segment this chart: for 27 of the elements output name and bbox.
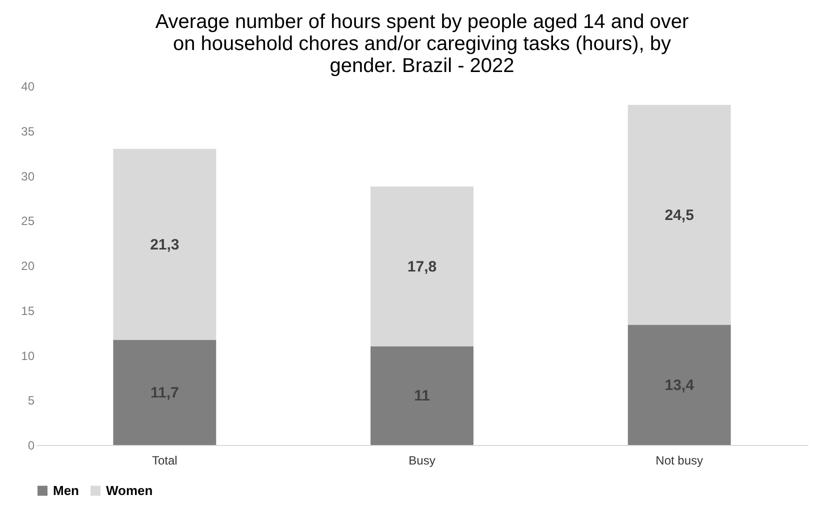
- y-tick-label: 20: [21, 259, 35, 273]
- bar: [370, 186, 474, 346]
- y-tick-label: 25: [21, 214, 35, 228]
- y-tick-label: 30: [21, 169, 35, 184]
- y-tick-label: 0: [28, 438, 35, 452]
- data-label: 24,5: [664, 206, 694, 224]
- y-tick-label: 15: [21, 304, 35, 318]
- legend-label: Men: [53, 482, 80, 498]
- bar: [113, 148, 216, 340]
- bar: [113, 340, 216, 445]
- bar: [628, 324, 731, 445]
- chart-title: Average number of hours spent by people aged 14 and over on household chores and/or caregiving tasks (hours), by gender. Brazil - 2022: [155, 11, 690, 77]
- x-tick-label: Total: [152, 454, 178, 468]
- data-label: 17,8: [407, 258, 437, 276]
- data-label: 21,3: [150, 236, 180, 254]
- y-tick-label: 5: [28, 394, 35, 408]
- x-tick-label: Not busy: [656, 454, 704, 468]
- x-tick-label: Busy: [408, 454, 436, 468]
- y-tick-label: 35: [21, 124, 35, 138]
- y-tick-label: 40: [21, 80, 35, 94]
- data-label: 13,4: [664, 376, 695, 394]
- data-label: 11,7: [150, 384, 179, 402]
- legend-label: Women: [106, 482, 153, 498]
- bar: [370, 346, 474, 445]
- bar: [628, 104, 731, 325]
- data-label: 11: [414, 388, 430, 405]
- y-tick-label: 10: [21, 348, 35, 363]
